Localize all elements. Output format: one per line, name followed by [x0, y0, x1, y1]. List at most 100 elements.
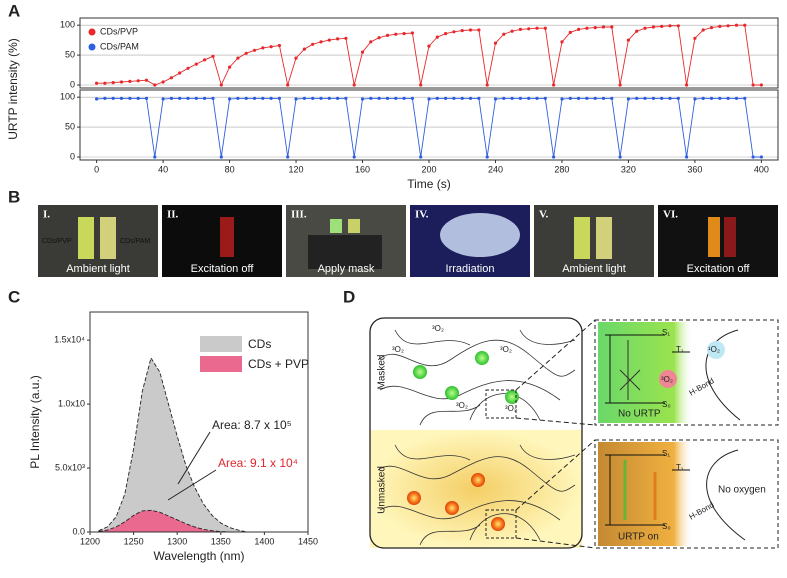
x-tick-label: 1400 [254, 536, 274, 546]
x-tick-label: 200 [421, 164, 436, 174]
x-axis-label: Wavelength (nm) [154, 549, 245, 563]
series-line [94, 23, 764, 87]
state-label: URTP on [618, 532, 659, 543]
level-label: S₁ [662, 449, 670, 458]
legend-swatch [200, 336, 242, 352]
zoom-line [515, 319, 596, 549]
x-tick-label: 360 [687, 164, 702, 174]
legend-marker [88, 28, 96, 36]
zoom-box [485, 509, 517, 539]
cd-dot [475, 351, 489, 365]
blocked-transition [619, 340, 641, 400]
unmasked-label: Unmasked [377, 466, 388, 514]
level-label: T₁ [676, 345, 684, 354]
polymer-outline [705, 329, 746, 541]
photo-caption: Ambient light [562, 263, 626, 275]
photo-caption: Excitation off [191, 263, 255, 275]
y-tick-label: 5.0x10³ [55, 462, 85, 472]
x-tick-label: 240 [488, 164, 503, 174]
photo-row: I. Ambient light CDs/PVP CDs/PAM II. Excitati… [38, 205, 778, 277]
sample-film [574, 217, 590, 259]
legend-label: CDs [248, 337, 271, 351]
x-tick-label: 400 [754, 164, 769, 174]
sample-film [100, 217, 116, 259]
photo-label: VI. [663, 209, 678, 221]
cd-dot [413, 365, 427, 379]
polymer-chain [377, 329, 576, 426]
y-axis-label: URTP intensity (%) [6, 38, 20, 140]
zoom-panel [594, 319, 779, 426]
annotation: Area: 8.7 x 10⁵ [212, 418, 292, 432]
y-axis-label: PL Intensity (a.u.) [28, 375, 42, 469]
photo-note: CDs/PAM [120, 238, 150, 245]
photo-caption: Apply mask [318, 263, 375, 275]
oxygen-circle [707, 341, 725, 359]
cd-dot [445, 386, 459, 400]
y-tick-label: 50 [65, 49, 75, 59]
masked-label: Masked [377, 354, 388, 389]
y-tick-label: 0.0 [72, 526, 85, 536]
sample-box [369, 317, 583, 549]
cd-dot [505, 390, 519, 404]
sample-film [596, 217, 612, 259]
plot-frame [89, 311, 309, 533]
y-tick-label: 100 [60, 92, 75, 102]
zoom-box [485, 389, 517, 419]
oxygen-label: ³O₂ [432, 324, 444, 333]
photo-caption: Ambient light [66, 263, 130, 275]
y-tick-label: 1.0x10 [58, 398, 85, 408]
legend-swatch [200, 356, 242, 372]
annotation-pointer [177, 431, 211, 485]
orange-dots [407, 473, 505, 531]
oxygen-label: ³O₂ [456, 401, 468, 410]
annotation: Area: 9.1 x 10⁴ [218, 456, 298, 470]
photo [534, 205, 654, 277]
x-tick-label: 320 [621, 164, 636, 174]
panel-label: C [8, 287, 20, 306]
energy-level [605, 334, 690, 526]
series-line [94, 96, 764, 159]
x-tick-label: 1450 [298, 536, 318, 546]
emission-area [598, 322, 693, 423]
emission-area [598, 442, 693, 546]
photo-label: I. [43, 209, 50, 221]
green-dots [413, 351, 519, 404]
glow [370, 430, 582, 548]
oxygen-label: ³O₂ [392, 345, 404, 354]
photo [38, 205, 158, 277]
oxygen-label: ³O₂ [500, 345, 512, 354]
x-tick-label: 0 [94, 164, 99, 174]
oxygen-circle [659, 370, 677, 388]
x-tick-label: 120 [289, 164, 304, 174]
diagram: ³O₂ ³O₂ ³O₂ ³O₂ ³O₂ Masked Unmasked S₁ T… [369, 317, 779, 549]
zoom-panel [594, 439, 779, 549]
level-label: S₁ [662, 328, 670, 337]
plot-frame [79, 17, 779, 89]
x-tick-label: 1250 [124, 536, 144, 546]
legend-label: CDs + PVP [248, 357, 309, 371]
sample-film [348, 219, 360, 233]
photo-label: IV. [415, 209, 429, 221]
cd-dot [445, 501, 459, 515]
photo-label: V. [539, 209, 549, 221]
level-label: T₁ [676, 463, 684, 472]
sample-film [708, 217, 720, 257]
cd-dot [471, 473, 485, 487]
x-tick-label: 1350 [211, 536, 231, 546]
sample-film [220, 217, 234, 257]
x-tick-label: 160 [355, 164, 370, 174]
x-axis-label: Time (s) [407, 177, 451, 191]
level-label: S₀ [662, 400, 671, 409]
series-area [98, 356, 248, 533]
panel-label: B [8, 187, 20, 206]
photo-note: CDs/PVP [42, 238, 72, 245]
annotation-pointer [167, 469, 217, 501]
photo-caption: Excitation off [687, 263, 751, 275]
photo-label: III. [291, 209, 307, 221]
legend-label: CDs/PAM [100, 41, 139, 51]
oxygen-label: ³O₂ [661, 375, 673, 384]
y-tick-label: 0 [70, 79, 75, 89]
panel-label: D [343, 287, 355, 306]
sample-film [724, 217, 736, 257]
